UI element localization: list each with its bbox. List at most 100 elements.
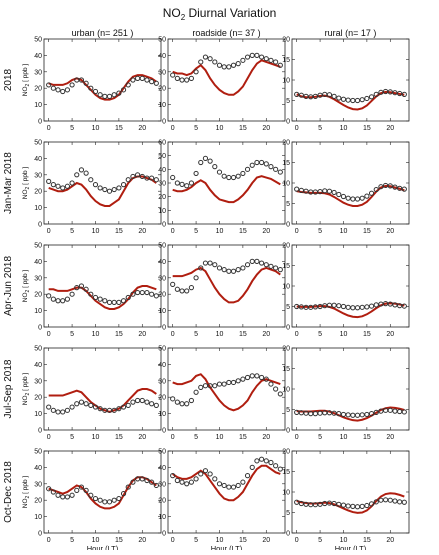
y-tick-label: 0 — [286, 428, 290, 435]
obs-point — [198, 471, 204, 477]
obs-point — [401, 186, 407, 192]
obs-point — [125, 177, 131, 183]
obs-point — [383, 301, 389, 307]
y-tick-label: 10 — [282, 490, 290, 497]
y-tick-label: 20 — [34, 395, 42, 402]
obs-point — [401, 91, 407, 97]
obs-point — [378, 301, 384, 307]
x-tick-label: 15 — [363, 537, 371, 544]
obs-point — [368, 501, 375, 507]
y-tick-label: 0 — [286, 531, 290, 538]
x-tick-label: 15 — [239, 434, 247, 441]
obs-point — [184, 77, 190, 83]
obs-point — [207, 158, 213, 164]
obs-point — [226, 174, 232, 181]
obs-point — [336, 501, 342, 507]
x-tick-label: 10 — [340, 228, 348, 235]
obs-point — [130, 173, 136, 180]
obs-point — [354, 305, 361, 311]
obs-point — [359, 412, 365, 418]
x-tick-label: 0 — [47, 125, 51, 132]
x-tick-label: 20 — [262, 125, 270, 132]
y-tick-label: 50 — [158, 449, 166, 456]
x-tick-label: 0 — [47, 228, 51, 235]
y-tick-label: 10 — [34, 102, 42, 109]
x-tick-label: 10 — [216, 537, 224, 544]
y-tick-label: 0 — [38, 531, 42, 538]
obs-point — [188, 479, 194, 485]
obs-point — [83, 401, 89, 407]
x-tick-label: 10 — [92, 537, 100, 544]
x-tick-label: 20 — [138, 331, 146, 338]
obs-point — [139, 289, 145, 296]
y-tick-label: 0 — [286, 222, 290, 229]
obs-point — [193, 170, 199, 177]
obs-point — [69, 180, 75, 186]
x-tick-label: 15 — [363, 125, 371, 132]
obs-point — [125, 294, 131, 301]
obs-point — [364, 411, 370, 418]
y-tick-label: 15 — [282, 469, 290, 476]
obs-point — [263, 262, 269, 268]
obs-point — [368, 303, 375, 309]
y-tick-label: 30 — [158, 378, 166, 385]
obs-point — [184, 288, 190, 294]
x-tick-label: 20 — [386, 125, 394, 132]
obs-point — [202, 155, 209, 161]
obs-point — [392, 90, 398, 96]
obs-point — [317, 410, 323, 416]
x-tick-label: 0 — [47, 434, 51, 441]
obs-point — [383, 88, 389, 95]
x-tick-label: 20 — [386, 228, 394, 235]
obs-point — [244, 262, 251, 268]
obs-point — [359, 195, 365, 201]
y-axis-label-subscript: 2 — [25, 83, 31, 86]
y-tick-label: 10 — [158, 208, 166, 215]
y-tick-label: 20 — [282, 449, 290, 456]
obs-point — [179, 77, 185, 83]
model-line — [296, 90, 405, 111]
obs-point — [392, 408, 398, 414]
x-tick-label: 0 — [171, 537, 175, 544]
y-tick-label: 30 — [34, 172, 42, 179]
obs-point — [46, 486, 52, 492]
obs-point — [240, 170, 246, 177]
obs-point — [106, 499, 113, 505]
obs-point — [308, 94, 314, 100]
y-tick-label: 20 — [282, 37, 290, 44]
obs-point — [235, 173, 241, 179]
panel-frame — [167, 141, 286, 225]
x-tick-label: 10 — [216, 228, 224, 235]
obs-point — [116, 406, 122, 412]
obs-point — [340, 303, 347, 310]
obs-point — [308, 304, 314, 310]
y-tick-label: 50 — [34, 346, 42, 353]
obs-point — [139, 173, 145, 180]
obs-point — [202, 260, 209, 266]
obs-point — [340, 193, 347, 200]
obs-point — [188, 285, 194, 291]
y-tick-label: 0 — [162, 325, 166, 332]
panel-1-2: 0 5 10 15 20 0 5 10 15 20 — [282, 140, 410, 235]
x-tick-label: 10 — [216, 331, 224, 338]
y-tick-label: 10 — [282, 284, 290, 291]
obs-point — [268, 164, 274, 170]
y-tick-label: 0 — [38, 119, 42, 126]
obs-point — [277, 267, 283, 273]
x-tick-label: 5 — [318, 125, 322, 132]
obs-point — [144, 289, 150, 296]
row-label-4: Oct-Dec 2018 — [3, 461, 14, 523]
y-axis-label-rest: [ ppb ] — [22, 64, 29, 84]
obs-point — [244, 54, 251, 60]
y-tick-label: 30 — [34, 378, 42, 385]
obs-point — [102, 93, 108, 100]
x-tick-label: 20 — [138, 537, 146, 544]
model-line — [296, 302, 405, 319]
obs-point — [174, 399, 180, 405]
x-tick-label: 15 — [239, 125, 247, 132]
figure-title-rest: Diurnal Variation — [185, 6, 276, 20]
x-tick-label: 0 — [295, 125, 299, 132]
